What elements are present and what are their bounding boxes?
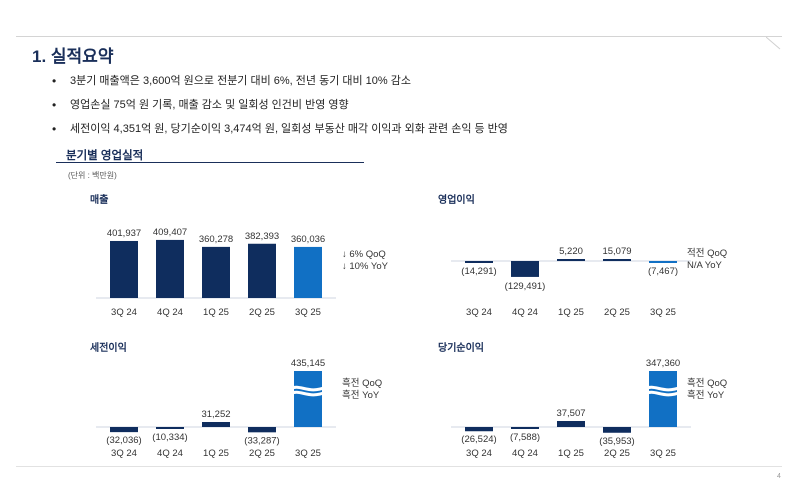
tick-label: 1Q 25 (203, 448, 229, 459)
data-label: 15,079 (602, 246, 631, 257)
chart-annotation: 흑전 YoY (687, 389, 725, 401)
bar-3q25 (294, 246, 322, 298)
chart-annotation: N/A YoY (687, 260, 723, 271)
axis-break-mark (289, 390, 327, 397)
bar-1q25 (557, 259, 585, 261)
tick-label: 3Q 24 (466, 307, 492, 318)
axis-break-mark (644, 385, 682, 392)
data-label: 347,360 (646, 358, 680, 369)
summary-bullet: 3분기 매출액은 3,600억 원으로 전분기 대비 6%, 전년 동기 대비 … (52, 74, 508, 98)
page-title: 1. 실적요약 (32, 47, 114, 66)
data-label: 382,393 (245, 231, 279, 242)
bottom-divider (16, 466, 782, 467)
bar-4q24 (156, 427, 184, 429)
bar-4q24 (156, 239, 184, 298)
bar-3q24 (465, 427, 493, 432)
data-label: (7,588) (510, 432, 540, 443)
axis-break-mark (289, 385, 327, 392)
data-label: (7,467) (648, 266, 678, 277)
tick-label: 4Q 24 (157, 307, 183, 318)
summary-bullet: 영업손실 75억 원 기록, 매출 감소 및 일회성 인건비 반영 영향 (52, 98, 508, 122)
bar-3q24 (110, 240, 138, 298)
chart-annotation: 흑전 QoQ (687, 377, 727, 389)
bar-2q25 (248, 427, 276, 433)
chart-annotation: 흑전 QoQ (342, 377, 382, 389)
bar-1q25 (202, 246, 230, 298)
tick-label: 2Q 25 (249, 448, 275, 459)
tick-label: 3Q 24 (466, 448, 492, 459)
data-label: (26,524) (461, 434, 496, 445)
bar-4q24 (511, 261, 539, 277)
data-label: (32,036) (106, 435, 141, 446)
data-label: 401,937 (107, 228, 141, 239)
tick-label: 2Q 25 (249, 307, 275, 318)
data-label: 5,220 (559, 246, 583, 257)
tick-label: 3Q 24 (111, 448, 137, 459)
tick-label: 3Q 25 (650, 307, 676, 318)
chart-title: 매출 (90, 193, 108, 206)
chart-title: 영업이익 (438, 193, 475, 206)
summary-bullets: 3분기 매출액은 3,600억 원으로 전분기 대비 6%, 전년 동기 대비 … (52, 74, 508, 146)
chart-annotation: 적전 QoQ (687, 247, 727, 259)
corner-fold-icon (766, 37, 781, 50)
tick-label: 3Q 25 (650, 448, 676, 459)
chart-revenue: 매출 401,937 3Q 24 409,407 4Q 24 360,278 1Q 25 38… (90, 193, 389, 318)
bar-3q24 (465, 261, 493, 263)
data-label: (129,491) (505, 281, 546, 292)
tick-label: 3Q 25 (295, 307, 321, 318)
data-label: 360,278 (199, 234, 233, 245)
data-label: (10,334) (152, 432, 187, 443)
data-label: (33,287) (244, 435, 279, 446)
chart-net-income: 당기순이익 (26,524) 3Q 24 (7,588) 4Q 24 37,507 1Q 2… (438, 341, 727, 459)
bar-2q25 (248, 243, 276, 298)
bar-3q25 (649, 261, 677, 263)
chart-annotation: ↓ 6% QoQ (342, 249, 386, 260)
data-label: 37,507 (556, 408, 585, 419)
bar-2q25 (603, 427, 631, 433)
data-label: 31,252 (201, 409, 230, 420)
axis-break-mark (644, 390, 682, 397)
data-label: (35,953) (599, 436, 634, 447)
tick-label: 3Q 25 (295, 448, 321, 459)
bar-4q24 (511, 427, 539, 429)
tick-label: 2Q 25 (604, 448, 630, 459)
bar-1q25 (202, 421, 230, 427)
tick-label: 4Q 24 (157, 448, 183, 459)
chart-title: 당기순이익 (438, 341, 484, 354)
bar-1q25 (557, 420, 585, 427)
section-underline (56, 162, 364, 163)
unit-label: (단위 : 백만원) (68, 171, 117, 180)
top-divider (16, 36, 782, 37)
tick-label: 2Q 25 (604, 307, 630, 318)
bar-3q25 (294, 371, 322, 427)
page-number: 4 (777, 473, 781, 480)
data-label: 409,407 (153, 227, 187, 238)
tick-label: 3Q 24 (111, 307, 137, 318)
tick-label: 1Q 25 (558, 307, 584, 318)
chart-operating-income: 영업이익 (14,291) 3Q 24 (129,491) 4Q 24 5,220 1Q 2… (438, 193, 727, 318)
bar-2q25 (603, 259, 631, 261)
chart-annotation: 흑전 YoY (342, 389, 380, 401)
section-title: 분기별 영업실적 (66, 150, 144, 162)
chart-pretax-income: 세전이익 (32,036) 3Q 24 (10,334) 4Q 24 31,252 1Q 2… (90, 341, 382, 459)
chart-annotation: ↓ 10% YoY (342, 261, 389, 272)
tick-label: 1Q 25 (203, 307, 229, 318)
tick-label: 1Q 25 (558, 448, 584, 459)
data-label: (14,291) (461, 266, 496, 277)
chart-title: 세전이익 (90, 341, 127, 354)
data-label: 435,145 (291, 358, 325, 369)
data-label: 360,036 (291, 234, 325, 245)
tick-label: 4Q 24 (512, 448, 538, 459)
bar-3q25 (649, 371, 677, 427)
bar-3q24 (110, 427, 138, 433)
summary-bullet: 세전이익 4,351억 원, 당기순이익 3,474억 원, 일회성 부동산 매… (52, 122, 508, 146)
tick-label: 4Q 24 (512, 307, 538, 318)
